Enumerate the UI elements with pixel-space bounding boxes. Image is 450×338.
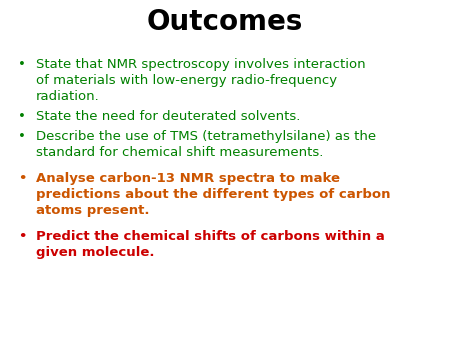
Text: atoms present.: atoms present. [36, 204, 149, 217]
Text: Outcomes: Outcomes [147, 8, 303, 36]
Text: State the need for deuterated solvents.: State the need for deuterated solvents. [36, 110, 301, 123]
Text: •: • [18, 58, 26, 71]
Text: •: • [18, 172, 27, 185]
Text: •: • [18, 110, 26, 123]
Text: radiation.: radiation. [36, 90, 100, 103]
Text: •: • [18, 230, 27, 243]
Text: Describe the use of TMS (tetramethylsilane) as the: Describe the use of TMS (tetramethylsila… [36, 130, 376, 143]
Text: •: • [18, 130, 26, 143]
Text: Analyse carbon-13 NMR spectra to make: Analyse carbon-13 NMR spectra to make [36, 172, 340, 185]
Text: Predict the chemical shifts of carbons within a: Predict the chemical shifts of carbons w… [36, 230, 385, 243]
Text: State that NMR spectroscopy involves interaction: State that NMR spectroscopy involves int… [36, 58, 365, 71]
Text: standard for chemical shift measurements.: standard for chemical shift measurements… [36, 146, 324, 159]
Text: predictions about the different types of carbon: predictions about the different types of… [36, 188, 391, 201]
Text: of materials with low-energy radio-frequency: of materials with low-energy radio-frequ… [36, 74, 337, 87]
Text: given molecule.: given molecule. [36, 246, 154, 259]
